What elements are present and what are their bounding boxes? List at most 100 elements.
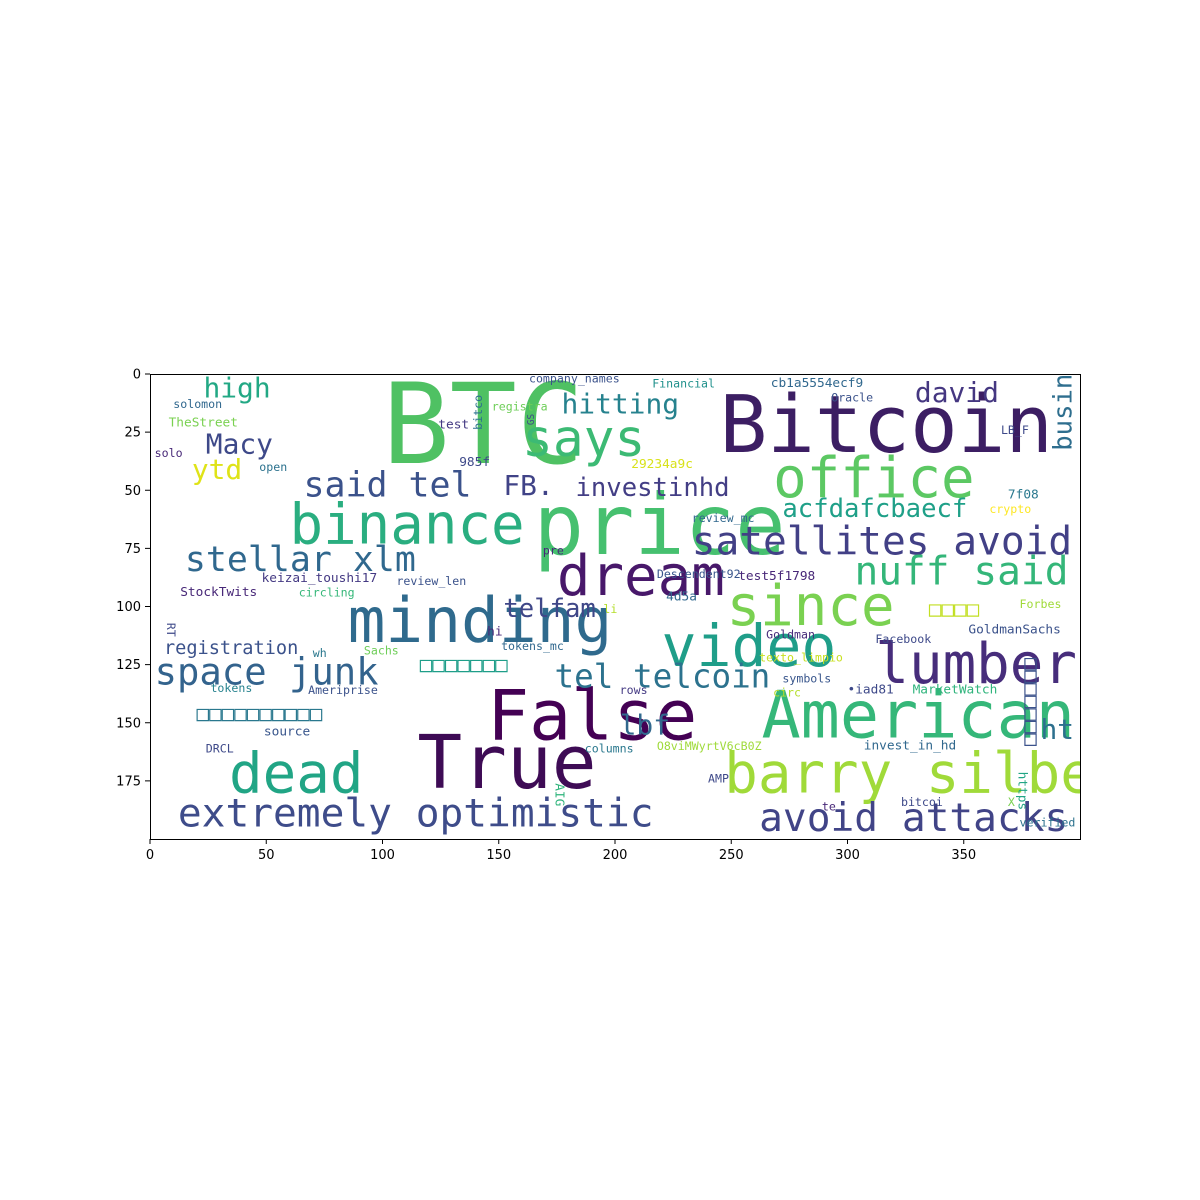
word-cloud-word: https	[1014, 772, 1029, 811]
word-cloud-word: review_len	[396, 574, 466, 588]
word-cloud-word: business	[1049, 327, 1079, 450]
y-tick-label: 25	[124, 426, 141, 441]
word-cloud-word: stellar xlm	[185, 540, 416, 580]
word-cloud-word: acfdafcbaecf	[782, 494, 967, 524]
word-cloud-word: registra	[492, 400, 548, 414]
word-cloud-word: nuff said	[854, 549, 1068, 595]
word-cloud-word: verified	[1020, 816, 1076, 830]
word-cloud-word: keizai_toushi17	[262, 571, 378, 586]
word-cloud-word: space junk	[155, 650, 379, 694]
word-cloud-word: telfam	[503, 594, 595, 624]
word-cloud-word: review_mc	[692, 511, 755, 525]
word-cloud-word: Goldman	[766, 627, 815, 641]
y-tick-label: 175	[116, 774, 141, 789]
word-cloud-word: hitting	[562, 388, 680, 421]
word-cloud-word: American	[761, 678, 1075, 753]
word-cloud-word: video	[662, 612, 837, 680]
x-tick-label: 0	[146, 848, 154, 863]
word-cloud-word: X	[1008, 795, 1015, 809]
word-cloud-word: office	[773, 446, 975, 511]
word-cloud-word: •iad81	[848, 683, 894, 698]
word-cloud-word: AIG	[552, 783, 567, 806]
word-cloud-word: □□□□□□□□□□	[197, 701, 323, 725]
word-cloud-word: barry silbert	[724, 741, 1161, 806]
word-cloud-word: bitcoi	[901, 795, 943, 809]
word-cloud-word: Descendent92	[657, 567, 741, 581]
word-cloud-word: circling	[299, 586, 355, 600]
word-cloud-word: 29234a9c	[631, 457, 693, 472]
word-cloud-word: symbols	[782, 672, 831, 686]
word-cloud-word: solo	[155, 446, 183, 460]
word-cloud-word: MarketWatch	[913, 683, 998, 698]
word-cloud-word: Oracle	[831, 390, 873, 404]
word-cloud-word: open	[259, 460, 287, 474]
word-cloud-word: extremely optimistic	[178, 790, 654, 836]
word-cloud-word: high	[203, 371, 270, 404]
x-tick-label: 250	[719, 848, 744, 863]
word-cloud-word: 985f	[459, 455, 490, 470]
word-cloud-word: StockTwits	[180, 585, 257, 600]
word-cloud-word: test5f1798	[738, 569, 815, 584]
y-tick-label: 50	[124, 484, 141, 499]
x-tick-label: 100	[370, 848, 395, 863]
word-cloud-word: Financial	[652, 376, 715, 390]
word-cloud-word: tel telcoin	[555, 657, 771, 695]
word-cloud-word: invest_in_hd	[864, 739, 956, 754]
y-tick-label: 125	[116, 658, 141, 673]
word-cloud-word: FB.	[503, 469, 553, 502]
word-cloud-word: Sachs	[364, 644, 399, 658]
word-cloud-word: texto_limpio	[759, 651, 843, 665]
word-cloud-word: rows	[620, 683, 648, 697]
word-cloud-word: tokens	[210, 681, 252, 695]
word-cloud-word: Macy	[206, 427, 273, 460]
word-cloud-word: BTC	[383, 360, 585, 490]
word-cloud-word: 4d5a	[666, 590, 697, 605]
y-axis: 0 25 50 75 100 125 150 175	[116, 368, 150, 789]
word-cloud-word: dream	[557, 544, 725, 609]
word-cloud-word: circ	[773, 686, 801, 700]
word-cloud-word: Facebook	[875, 632, 931, 646]
word-cloud-word: columns	[585, 741, 634, 755]
y-tick-label: 100	[116, 600, 141, 615]
word-cloud-word: LB_F	[1001, 423, 1029, 437]
word-cloud-word: dead	[229, 741, 363, 806]
y-tick-label: 150	[116, 716, 141, 731]
word-cloud-word: pre	[543, 544, 564, 558]
x-tick-label: 350	[951, 848, 976, 863]
x-axis: 0 50 100 150 200 250 300 350	[146, 839, 976, 863]
word-cloud-word: Forbes	[1020, 597, 1062, 611]
x-tick-label: 150	[486, 848, 511, 863]
word-cloud-word: ht	[1040, 713, 1074, 746]
word-cloud-word: □□□□□□□	[420, 653, 508, 677]
word-cloud-word: GoldmanSachs	[968, 622, 1060, 637]
word-cloud-word: GS	[526, 414, 537, 425]
word-cloud-word: says	[522, 409, 645, 469]
word-cloud-word: investinhd	[575, 473, 729, 503]
word-cloud-word: AMP	[708, 772, 729, 786]
word-cloud-word: □□□□	[929, 597, 980, 621]
word-cloud-word: Bitcoin	[720, 379, 1053, 471]
word-cloud-word: test	[438, 418, 469, 433]
word-cloud-word: bitco	[471, 395, 485, 430]
x-tick-label: 300	[835, 848, 860, 863]
word-cloud-word: True	[417, 719, 596, 806]
wordcloud-canvas	[150, 374, 1080, 839]
x-tick-label: 200	[603, 848, 628, 863]
word-cloud-word: satellites avoid	[692, 518, 1073, 564]
word-cloud-word: ytd	[192, 453, 242, 486]
word-cloud-word: since	[727, 574, 895, 639]
word-cloud-word: te	[822, 799, 836, 813]
word-cloud-word: hi	[487, 625, 502, 640]
word-cloud-word: wh	[313, 646, 327, 660]
word-cloud-word: lbf	[620, 709, 670, 742]
word-cloud-word: solomon	[173, 397, 222, 411]
y-tick-label: 75	[124, 542, 141, 557]
word-cloud-word: Ameriprise	[308, 683, 378, 697]
word-cloud-word: minding	[348, 584, 613, 657]
word-cloud-word: False	[487, 675, 697, 756]
word-cloud-word: said tel	[303, 466, 471, 506]
word-cloud-word: david	[915, 376, 999, 409]
